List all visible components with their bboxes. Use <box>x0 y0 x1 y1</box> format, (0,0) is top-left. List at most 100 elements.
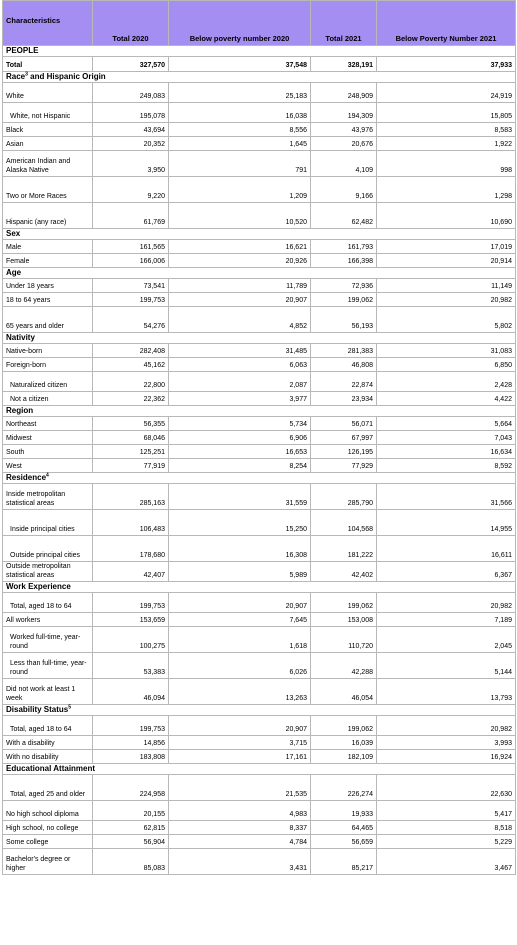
cell-total-2021: 199,062 <box>310 715 377 736</box>
cell-total-2021: 16,039 <box>310 735 377 750</box>
row-label: Hispanic (any race) <box>2 202 93 229</box>
cell-total-2020: 53,383 <box>92 652 169 679</box>
cell-below-poverty-2021: 11,149 <box>376 278 516 293</box>
cell-total-2020: 249,083 <box>92 82 169 103</box>
row-label: Not a citizen <box>2 391 93 406</box>
cell-total-2020: 224,958 <box>92 774 169 801</box>
row-label: 18 to 64 years <box>2 292 93 307</box>
cell-below-poverty-2021: 1,298 <box>376 176 516 203</box>
cell-below-poverty-2021: 7,189 <box>376 612 516 627</box>
section-row: Work Experience <box>2 581 516 593</box>
row-label: 65 years and older <box>2 306 93 333</box>
cell-below-poverty-2021: 4,422 <box>376 391 516 406</box>
cell-total-2021: 46,808 <box>310 357 377 372</box>
cell-total-2021: 72,936 <box>310 278 377 293</box>
row-label: Northeast <box>2 416 93 431</box>
table-row: Asian 20,352 1,645 20,676 1,922 <box>2 136 516 151</box>
cell-total-2021: 46,054 <box>310 678 377 705</box>
cell-below-poverty-2020: 6,906 <box>168 430 311 445</box>
section-heading: Age <box>2 267 516 279</box>
cell-below-poverty-2021: 2,045 <box>376 626 516 653</box>
cell-total-2020: 166,006 <box>92 253 169 268</box>
header-below-poverty-2020: Below poverty number 2020 <box>168 0 311 46</box>
cell-below-poverty-2021: 16,924 <box>376 749 516 764</box>
table-row: Foreign-born 45,162 6,063 46,808 6,850 <box>2 357 516 372</box>
cell-below-poverty-2021: 6,850 <box>376 357 516 372</box>
cell-below-poverty-2020: 16,308 <box>168 535 311 562</box>
cell-total-2021: 9,166 <box>310 176 377 203</box>
cell-total-2020: 282,408 <box>92 343 169 358</box>
row-label: Under 18 years <box>2 278 93 293</box>
cell-below-poverty-2021: 5,664 <box>376 416 516 431</box>
section-row: Residence4 <box>2 472 516 484</box>
cell-below-poverty-2021: 14,955 <box>376 509 516 536</box>
table-row: No high school diploma 20,155 4,983 19,933 5… <box>2 800 516 821</box>
header-total-2020: Total 2020 <box>92 0 169 46</box>
cell-below-poverty-2021: 16,611 <box>376 535 516 562</box>
section-label: Residence <box>6 473 47 482</box>
cell-total-2020: 61,769 <box>92 202 169 229</box>
section-row: Region <box>2 405 516 417</box>
footnote-marker: 4 <box>46 472 49 479</box>
cell-total-2020: 46,094 <box>92 678 169 705</box>
row-label: Male <box>2 239 93 254</box>
cell-total-2021: 42,288 <box>310 652 377 679</box>
cell-total-2020: 56,904 <box>92 834 169 849</box>
cell-total-2020: 77,919 <box>92 458 169 473</box>
cell-total-2020: 199,753 <box>92 715 169 736</box>
cell-total-2020: 73,541 <box>92 278 169 293</box>
row-label: Inside metropolitan statistical areas <box>2 483 93 510</box>
row-label: Foreign-born <box>2 357 93 372</box>
cell-below-poverty-2020: 7,645 <box>168 612 311 627</box>
cell-below-poverty-2021: 5,802 <box>376 306 516 333</box>
cell-total-2021: 23,934 <box>310 391 377 406</box>
table-row: Not a citizen 22,362 3,977 23,934 4,422 <box>2 391 516 406</box>
cell-below-poverty-2020: 31,559 <box>168 483 311 510</box>
table-row: White 249,083 25,183 248,909 24,919 <box>2 82 516 103</box>
cell-below-poverty-2021: 3,993 <box>376 735 516 750</box>
cell-total-2021: 199,062 <box>310 592 377 613</box>
cell-below-poverty-2020: 20,926 <box>168 253 311 268</box>
table-row: Under 18 years 73,541 11,789 72,936 11,149 <box>2 278 516 293</box>
section-row: Educational Attainment <box>2 763 516 775</box>
section-heading: Work Experience <box>2 581 516 593</box>
cell-total-2021: 19,933 <box>310 800 377 821</box>
row-label: Two or More Races <box>2 176 93 203</box>
row-label: Inside principal cities <box>2 509 93 536</box>
cell-total-2020: 327,570 <box>92 56 169 72</box>
row-label: Total <box>2 56 93 72</box>
table-row: Naturalized citizen 22,800 2,087 22,874 2,42… <box>2 371 516 392</box>
cell-total-2021: 182,109 <box>310 749 377 764</box>
row-label: Black <box>2 122 93 137</box>
row-label: High school, no college <box>2 820 93 835</box>
cell-total-2020: 178,680 <box>92 535 169 562</box>
cell-total-2021: 248,909 <box>310 82 377 103</box>
cell-total-2020: 14,856 <box>92 735 169 750</box>
cell-total-2020: 9,220 <box>92 176 169 203</box>
table-row: Two or More Races 9,220 1,209 9,166 1,298 <box>2 176 516 203</box>
cell-below-poverty-2020: 1,645 <box>168 136 311 151</box>
cell-total-2021: 85,217 <box>310 848 377 875</box>
section-heading: Sex <box>2 228 516 240</box>
cell-below-poverty-2020: 1,618 <box>168 626 311 653</box>
table-row: American Indian and Alaska Native 3,950 79… <box>2 150 516 177</box>
cell-below-poverty-2020: 8,254 <box>168 458 311 473</box>
cell-below-poverty-2021: 24,919 <box>376 82 516 103</box>
table-row: Inside principal cities 106,483 15,250 104,… <box>2 509 516 536</box>
row-label: Bachelor's degree or higher <box>2 848 93 875</box>
section-label: Educational Attainment <box>6 764 96 773</box>
table-row: With no disability 183,808 17,161 182,109 16… <box>2 749 516 764</box>
section-heading: Residence4 <box>2 472 516 484</box>
cell-below-poverty-2021: 7,043 <box>376 430 516 445</box>
cell-total-2021: 281,383 <box>310 343 377 358</box>
cell-total-2020: 20,352 <box>92 136 169 151</box>
cell-below-poverty-2020: 20,907 <box>168 292 311 307</box>
row-label: Some college <box>2 834 93 849</box>
table-body: PEOPLE Total 327,570 37,548 328,191 37,933 Rac… <box>2 45 516 875</box>
cell-total-2021: 56,659 <box>310 834 377 849</box>
cell-below-poverty-2021: 16,634 <box>376 444 516 459</box>
table-row: West 77,919 8,254 77,929 8,592 <box>2 458 516 473</box>
footnote-marker: 3 <box>25 71 28 78</box>
row-label: With a disability <box>2 735 93 750</box>
cell-below-poverty-2021: 8,583 <box>376 122 516 137</box>
